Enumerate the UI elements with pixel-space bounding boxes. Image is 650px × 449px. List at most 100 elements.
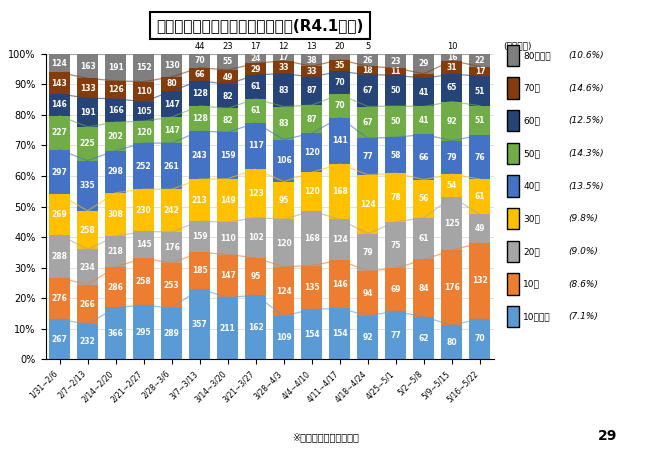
Text: 191: 191 [80,108,96,117]
Text: 87: 87 [306,114,317,123]
Bar [441,141,462,174]
Text: 市内新規陽性者（年代別）の推移(R4.1以降): 市内新規陽性者（年代別）の推移(R4.1以降) [156,18,364,33]
Text: (14.3%): (14.3%) [568,149,604,158]
Bar [105,193,126,236]
Text: 30代: 30代 [523,214,540,223]
Bar [105,54,126,81]
Bar [105,99,126,122]
Bar [469,135,491,179]
Bar [385,68,406,75]
Text: 70: 70 [474,335,486,343]
Text: 276: 276 [51,294,68,303]
Text: 23: 23 [222,43,233,52]
Bar [49,319,70,359]
Bar [358,66,378,75]
Bar [161,263,182,308]
Bar [469,214,491,242]
Text: 124: 124 [360,200,376,209]
Bar [49,194,70,235]
Text: 11: 11 [391,67,401,76]
Bar [302,211,322,265]
Bar [358,106,378,138]
Text: 92: 92 [447,117,457,126]
Bar [413,218,434,260]
Text: 124: 124 [332,235,348,244]
Bar [441,325,462,359]
Bar [302,77,322,105]
Text: 51: 51 [474,87,485,96]
Bar [413,106,434,135]
Bar [273,74,294,106]
Text: 24: 24 [250,54,261,63]
Text: 17: 17 [474,67,486,76]
Text: 106: 106 [276,156,292,165]
Text: 124: 124 [276,287,292,296]
Bar [77,127,98,161]
FancyBboxPatch shape [508,77,519,99]
Bar [217,70,238,84]
Text: 146: 146 [51,100,68,110]
Text: 308: 308 [108,210,124,219]
Text: (10.6%): (10.6%) [568,51,604,60]
Bar [77,161,98,211]
Text: 166: 166 [108,106,124,115]
Text: 258: 258 [80,226,96,235]
Text: 31: 31 [447,63,457,72]
Text: 70: 70 [194,56,205,65]
Bar [302,172,322,211]
Text: 61: 61 [474,192,486,201]
Text: 38: 38 [307,56,317,65]
Bar [330,54,350,60]
FancyBboxPatch shape [508,45,519,66]
Text: 95: 95 [250,272,261,281]
Bar [189,106,210,131]
Bar [330,164,350,220]
Text: 23: 23 [391,57,401,66]
Bar [133,102,154,121]
Text: 366: 366 [108,329,124,338]
Bar [358,316,378,359]
Bar [105,81,126,99]
Text: 288: 288 [51,252,68,261]
Text: (14.6%): (14.6%) [568,84,604,92]
Bar [161,54,182,77]
Text: 17: 17 [278,53,289,62]
FancyBboxPatch shape [508,143,519,164]
Bar [385,54,406,68]
Bar [217,298,238,359]
Text: 225: 225 [80,139,96,148]
Text: 252: 252 [136,162,151,171]
Bar [469,76,491,106]
Text: 22: 22 [474,56,486,65]
Text: 132: 132 [472,276,488,285]
Text: 83: 83 [278,86,289,95]
Text: 44: 44 [194,43,205,52]
Bar [441,197,462,251]
Text: 78: 78 [391,193,401,202]
Text: 70代: 70代 [523,84,540,92]
Text: 56: 56 [419,194,429,203]
Text: 232: 232 [80,337,96,346]
Bar [441,174,462,197]
Bar [469,179,491,214]
Bar [133,189,154,231]
Bar [273,61,294,74]
Text: 69: 69 [391,286,401,295]
Bar [358,54,378,66]
Bar [330,94,350,118]
FancyBboxPatch shape [508,176,519,197]
Bar [217,222,238,255]
Text: 253: 253 [164,281,179,290]
Bar [105,236,126,267]
Text: 61: 61 [250,106,261,115]
Text: 191: 191 [108,63,124,72]
Bar [189,289,210,359]
Text: 162: 162 [248,323,264,332]
Text: 62: 62 [419,334,429,343]
Bar [302,54,322,66]
Text: 50: 50 [391,86,401,95]
Bar [358,233,378,271]
Bar [273,140,294,181]
Bar [161,232,182,263]
Text: 133: 133 [80,84,96,93]
